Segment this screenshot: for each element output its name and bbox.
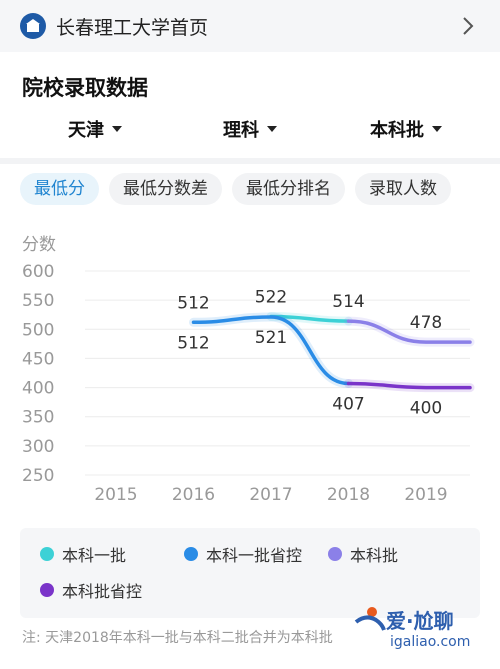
top-bar[interactable]: 长春理工大学首页 [0, 0, 500, 52]
legend-item-batch1-control[interactable]: 本科一批省控 [184, 542, 302, 566]
caret-down-icon [112, 126, 122, 132]
chart-legend: 本科一批 本科一批省控 本科批 本科批省控 [20, 528, 480, 618]
y-tick-label: 350 [22, 408, 54, 428]
x-tick-label: 2016 [172, 485, 215, 505]
metric-tabs: 最低分 最低分数差 最低分排名 录取人数 [20, 173, 500, 209]
series-line-4 [346, 381, 472, 390]
y-tick-label: 300 [22, 437, 54, 457]
data-label: 514 [332, 292, 364, 312]
series-line-1 [269, 314, 351, 323]
x-tick-label: 2017 [249, 485, 292, 505]
homepage-link-label[interactable]: 长春理工大学首页 [56, 16, 209, 39]
legend-dot [184, 547, 198, 561]
chevron-right-icon[interactable] [462, 16, 474, 36]
data-label: 522 [255, 287, 287, 307]
x-tick-label: 2019 [404, 485, 447, 505]
y-tick-label: 600 [22, 262, 54, 282]
legend-label: 本科批 [350, 546, 399, 565]
tab-min-score-rank[interactable]: 最低分排名 [232, 173, 345, 205]
legend-dot [40, 547, 54, 561]
batch-dropdown[interactable]: 本科批 [370, 116, 442, 142]
y-axis-label: 分数 [22, 235, 56, 255]
y-tick-label: 450 [22, 349, 54, 369]
section-divider [0, 158, 500, 164]
series-line-3 [346, 319, 472, 344]
footnote: 注: 天津2018年本科一批与本科二批合并为本科批 [22, 630, 333, 646]
x-tick-label: 2018 [327, 485, 370, 505]
university-logo-icon [20, 13, 46, 39]
tab-admission-count[interactable]: 录取人数 [355, 173, 451, 205]
province-dropdown[interactable]: 天津 [68, 116, 122, 142]
data-label: 521 [255, 328, 287, 348]
data-label: 407 [332, 394, 364, 414]
tab-min-score-diff[interactable]: 最低分数差 [109, 173, 222, 205]
caret-down-icon [432, 126, 442, 132]
y-tick-label: 400 [22, 379, 54, 399]
data-label: 512 [177, 333, 209, 353]
score-line-chart: 600 550 500 450 400 350 300 250 2015 2016 2017 2018… [22, 262, 475, 505]
section-title: 院校录取数据 [22, 76, 148, 100]
legend-dot [328, 547, 342, 561]
subject-dropdown[interactable]: 理科 [223, 116, 277, 142]
watermark-logo-icon [354, 607, 386, 631]
legend-item-undergrad-control[interactable]: 本科批省控 [40, 578, 142, 602]
legend-label: 本科批省控 [62, 582, 143, 601]
legend-dot [40, 583, 54, 597]
y-tick-label: 550 [22, 291, 54, 311]
legend-label: 本科一批 [62, 546, 127, 565]
y-tick-label: 500 [22, 320, 54, 340]
y-tick-label: 250 [22, 466, 54, 486]
watermark-url: igaliao.com [390, 634, 471, 650]
caret-down-icon [267, 126, 277, 132]
subject-value: 理科 [223, 120, 259, 141]
watermark-brand: 爱·尬聊 [386, 608, 454, 633]
data-label: 400 [410, 399, 442, 419]
legend-item-batch1[interactable]: 本科一批 [40, 542, 126, 566]
series-line-2 [191, 315, 351, 386]
legend-item-undergrad[interactable]: 本科批 [328, 542, 398, 566]
data-label: 512 [177, 293, 209, 313]
province-value: 天津 [68, 120, 104, 141]
batch-value: 本科批 [370, 120, 424, 141]
x-tick-label: 2015 [94, 485, 137, 505]
data-label: 478 [410, 313, 442, 333]
tab-min-score[interactable]: 最低分 [20, 173, 99, 205]
legend-label: 本科一批省控 [206, 546, 303, 565]
watermark: 爱·尬聊 [352, 604, 454, 634]
